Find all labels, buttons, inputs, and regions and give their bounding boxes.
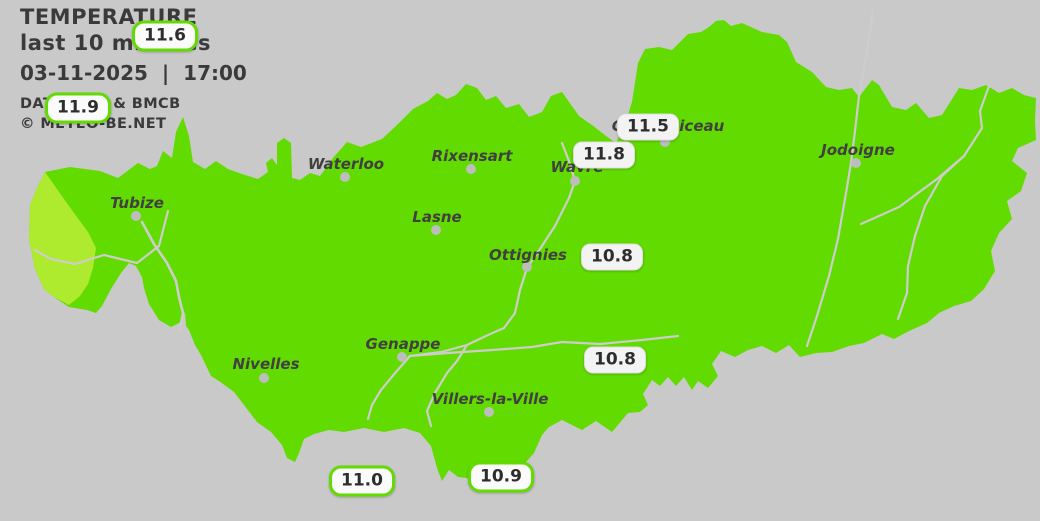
city-dot [851, 158, 861, 168]
city-dot [660, 137, 670, 147]
temperature-badge: 10.8 [584, 346, 646, 374]
city-label: Genappe [365, 335, 441, 353]
city-label: Waterloo [307, 155, 385, 173]
temperature-badge: 10.8 [581, 243, 643, 271]
province-shape [29, 20, 1036, 489]
city-dot [431, 225, 441, 235]
city-label: Ottignies [489, 246, 567, 264]
city-label: Villers-la-Ville [431, 390, 549, 408]
city-dot [340, 172, 350, 182]
city-dot [570, 176, 580, 186]
city-dot [466, 164, 476, 174]
city-label: Nivelles [232, 355, 300, 373]
city-label: Tubize [110, 194, 164, 212]
city-dot [484, 407, 494, 417]
temperature-badge: 10.9 [468, 461, 534, 493]
city-dot [397, 352, 407, 362]
temperature-badge: 11.6 [132, 20, 198, 52]
date-time: 03-11-2025 | 17:00 [20, 61, 247, 85]
city-label: Jodoigne [821, 141, 895, 159]
temperature-badge: 11.9 [45, 92, 111, 124]
temperature-badge: 11.0 [329, 465, 395, 497]
city-dot [259, 373, 269, 383]
city-dot [522, 262, 532, 272]
temperature-badge: 11.5 [617, 113, 679, 141]
temperature-badge: 11.8 [573, 141, 635, 169]
city-label: Lasne [412, 208, 462, 226]
temperature-contour-patch [29, 172, 96, 305]
city-label: Rixensart [431, 147, 513, 165]
city-dot [131, 211, 141, 221]
